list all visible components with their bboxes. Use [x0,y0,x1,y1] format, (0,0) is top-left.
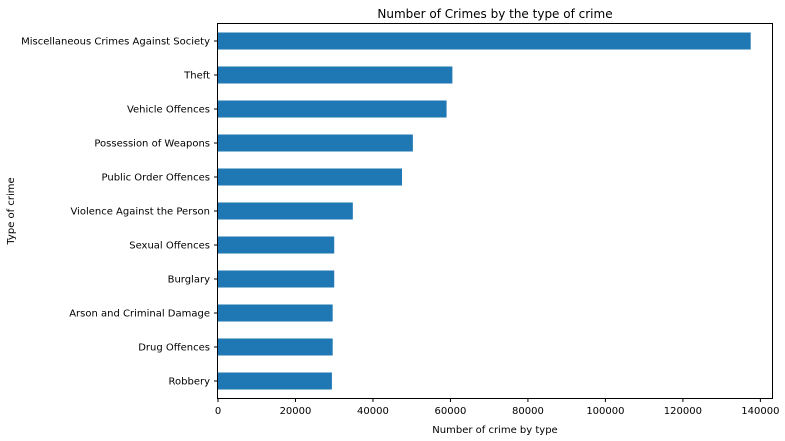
y-tick-label: Drug Offences [138,343,210,354]
y-tick-label: Theft [183,71,210,82]
y-tick-label: Burglary [168,275,210,286]
bar [218,304,333,322]
bar [218,66,453,84]
plot-frame [217,23,773,399]
y-tick-label: Violence Against the Person [70,207,210,218]
y-tick-labels: Miscellaneous Crimes Against Society Thef… [21,37,218,388]
bars-group [218,32,751,390]
y-tick-label: Miscellaneous Crimes Against Society [21,37,210,48]
y-tick-label: Arson and Criminal Damage [69,309,210,320]
bar [218,134,413,152]
bar [218,100,447,118]
x-ticks: 0 20000 40000 60000 80000 100000 120000 140000 [215,398,779,417]
bar [218,338,333,356]
bar [218,202,353,220]
x-tick-label: 0 [215,406,221,417]
x-tick-label: 120000 [664,406,702,417]
y-tick-label: Robbery [169,377,211,388]
x-axis-label: Number of crime by type [432,425,557,436]
bar [218,372,332,390]
x-tick-label: 100000 [586,406,624,417]
x-tick-label: 140000 [741,406,779,417]
y-tick-label: Public Order Offences [102,173,210,184]
y-tick-label: Possession of Weapons [94,139,210,150]
y-axis-label: Type of crime [6,177,17,245]
bar [218,270,335,288]
bar [218,236,335,254]
x-tick-label: 40000 [357,406,389,417]
bar [218,32,751,50]
x-tick-label: 20000 [280,406,312,417]
bar [218,168,403,186]
x-tick-label: 60000 [435,406,467,417]
chart-title: Number of Crimes by the type of crime [377,7,612,21]
y-tick-label: Sexual Offences [129,241,210,252]
x-tick-label: 80000 [512,406,544,417]
y-tick-label: Vehicle Offences [127,105,210,116]
